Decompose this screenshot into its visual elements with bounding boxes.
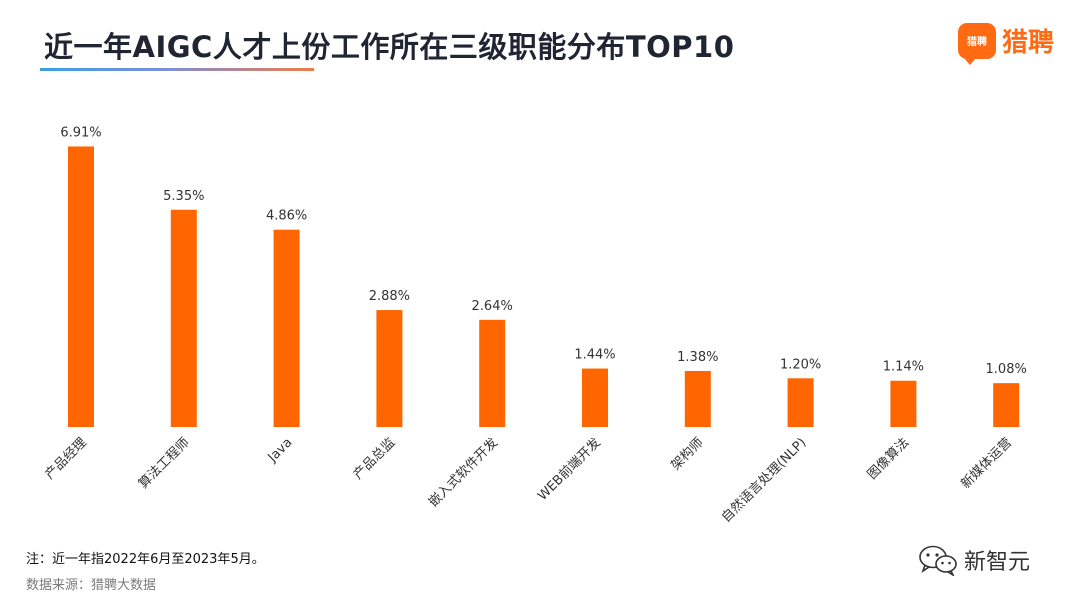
bar-2 [170,209,197,427]
category-label-10: 新媒体运营 [958,435,1015,492]
category-label-2: 算法工程师 [136,435,193,492]
bar-7 [684,370,711,427]
category-label-group: 产品经理 算法工程师 Java 产品总监 嵌入式软件开发 WEB前端开发 架构师 自然语言处理… [42,435,1015,526]
category-label-6: WEB前端开发 [535,435,604,504]
value-label-4: 2.88% [369,289,410,304]
bar-8 [787,378,814,427]
bar-1 [68,146,94,428]
watermark-text: 新智元 [964,550,1031,575]
data-source: 数据来源：猎聘大数据 [26,578,157,593]
bar-9 [890,380,917,427]
value-label-group: 6.91% 5.35% 4.86% 2.88% 2.64% 1.44% 1.38% 1.20%… [60,125,1027,377]
wechat-icon [919,545,957,576]
value-label-2: 5.35% [163,189,204,204]
category-label-9: 图像算法 [865,435,912,482]
liepin-logo: 猎聘 猎聘 [958,22,1055,65]
value-label-1: 6.91% [60,125,101,140]
value-label-6: 1.44% [574,348,615,363]
category-label-7: 架构师 [668,435,706,473]
category-label-3: Java [265,435,296,466]
category-label-4: 产品总监 [351,435,398,482]
bar-4 [376,310,403,427]
value-label-8: 1.20% [780,357,821,372]
value-label-7: 1.38% [677,350,718,365]
footnote: 注：近一年指2022年6月至2023年5月。 [26,552,265,567]
logo-badge-icon: 猎聘 [958,22,996,65]
logo-text: 猎聘 [1002,28,1055,58]
bar-6 [582,368,608,427]
value-label-3: 4.86% [266,209,307,224]
logo-badge-text: 猎聘 [967,37,987,48]
category-label-8: 自然语言处理(NLP) [718,435,809,526]
page-title: 近一年AIGC人才上份工作所在三级职能分布TOP10 [44,30,735,64]
value-label-5: 2.64% [472,299,513,314]
title-underline [40,68,314,71]
category-label-5: 嵌入式软件开发 [425,435,501,511]
bar-5 [479,319,506,427]
bar-10 [993,383,1020,427]
category-label-1: 产品经理 [42,435,89,482]
value-label-10: 1.08% [986,362,1027,377]
bar-3 [273,229,300,427]
bar-group [68,146,1020,428]
watermark: 新智元 [918,544,1030,576]
value-label-9: 1.14% [883,360,924,375]
